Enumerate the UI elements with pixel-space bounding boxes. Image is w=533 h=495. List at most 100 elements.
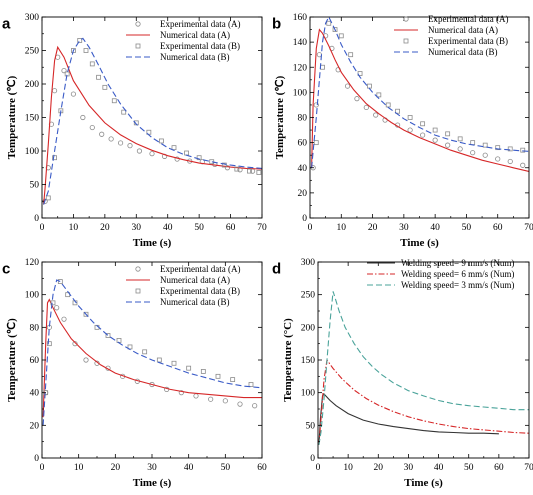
y-tick-label: 120 (293, 63, 308, 73)
data-point (395, 108, 401, 114)
y-tick-label: 0 (310, 454, 315, 464)
data-point (121, 109, 127, 115)
x-axis-label: Time (s) (133, 477, 172, 489)
x-tick-label: 0 (308, 223, 313, 233)
panel-label: a (2, 15, 11, 32)
y-axis-label: Temperature (℃) (6, 318, 18, 402)
x-tick-label: 70 (524, 223, 533, 233)
legend-entry: Numerical data (B) (428, 47, 497, 57)
data-point (193, 393, 199, 399)
x-tick-label: 20 (368, 223, 378, 233)
y-tick-label: 100 (301, 389, 316, 399)
x-tick-label: 70 (257, 223, 267, 233)
data-point (507, 158, 513, 165)
series-line (311, 17, 529, 168)
y-tick-label: 80 (298, 114, 308, 124)
y-tick-label: 40 (30, 389, 40, 399)
y-tick-label: 200 (301, 323, 316, 333)
y-tick-label: 300 (301, 258, 316, 268)
legend-entry: Numerical data (B) (160, 52, 229, 62)
series-line (42, 298, 262, 418)
data-point (332, 27, 338, 32)
series-line (43, 37, 262, 205)
data-point (108, 136, 114, 142)
data-point (470, 150, 476, 156)
data-point (72, 341, 78, 347)
legend-entry: Numerical data (B) (160, 297, 229, 307)
data-point (196, 155, 202, 161)
data-point (186, 365, 192, 371)
data-point (111, 98, 117, 104)
x-axis-label: Time (s) (400, 237, 439, 249)
x-tick-label: 50 (194, 223, 204, 233)
data-point (89, 124, 95, 131)
x-tick-label: 30 (147, 463, 157, 473)
data-point (83, 311, 89, 317)
legend-entry: Numerical data (A) (160, 30, 230, 40)
chart-panel-a: a 0 10 20 30 40 50 60 70 0 50 100 150 200 250 300 Time (… (2, 13, 267, 249)
data-point (224, 165, 231, 171)
y-axis-label: Temperature (°C) (282, 318, 294, 402)
legend-marker (403, 38, 409, 44)
x-tick-label: 30 (399, 223, 409, 233)
panel-label: d (272, 260, 281, 277)
data-point (200, 369, 206, 374)
y-tick-label: 100 (293, 88, 308, 98)
x-tick-label: 30 (132, 223, 142, 233)
data-point (432, 127, 438, 133)
data-point (117, 140, 124, 146)
data-point (507, 146, 513, 152)
x-tick-label: 20 (100, 223, 110, 233)
data-point (142, 349, 148, 355)
x-tick-label: 40 (184, 463, 194, 473)
legend-entry: Experimental data (A) (160, 19, 240, 29)
x-tick-label: 20 (374, 463, 384, 473)
x-tick-label: 0 (40, 223, 45, 233)
series-4 (43, 37, 262, 205)
y-tick-label: 0 (34, 454, 39, 464)
legend-entry: Welding speed= 6 mm/s (Num) (401, 269, 514, 279)
x-tick-label: 40 (434, 463, 444, 473)
series-2 (311, 28, 529, 173)
series-4 (311, 17, 529, 168)
legend-entry: Experimental data (A) (160, 264, 240, 274)
series-4 (42, 279, 262, 426)
y-tick-label: 140 (293, 38, 308, 48)
data-point (45, 195, 51, 201)
legend-marker (135, 21, 141, 27)
series-2 (318, 358, 529, 445)
y-tick-label: 160 (293, 13, 308, 23)
data-point (256, 170, 262, 175)
y-tick-label: 50 (30, 181, 40, 191)
x-tick-label: 0 (316, 463, 321, 473)
x-tick-label: 20 (111, 463, 121, 473)
series-1 (42, 54, 256, 204)
legend-entry: Experimental data (B) (428, 36, 508, 46)
y-tick-label: 60 (298, 139, 308, 149)
data-point (222, 398, 228, 404)
data-point (184, 150, 189, 156)
series-3 (318, 291, 529, 445)
series-1 (43, 305, 258, 409)
data-point (420, 132, 426, 138)
data-point (77, 38, 83, 43)
plot-frame (317, 261, 530, 459)
data-point (376, 92, 382, 98)
data-point (313, 140, 319, 146)
data-point (482, 142, 488, 148)
y-tick-label: 120 (25, 258, 40, 268)
legend-entry: Experimental data (B) (160, 41, 240, 51)
y-tick-label: 40 (298, 164, 308, 174)
data-point (407, 115, 413, 120)
y-tick-label: 50 (306, 421, 316, 431)
legend-marker (135, 266, 141, 272)
data-point (445, 142, 451, 148)
x-tick-label: 10 (343, 463, 353, 473)
y-tick-label: 150 (301, 356, 316, 366)
data-point (136, 148, 143, 154)
legend: Welding speed= 9 mm/s (Num)Welding speed… (367, 258, 514, 290)
data-point (70, 91, 77, 97)
data-point (178, 390, 184, 396)
data-point (420, 121, 426, 127)
